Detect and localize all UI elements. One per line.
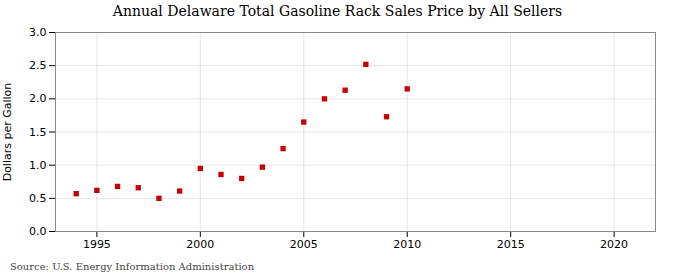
svg-text:0.5: 0.5	[29, 192, 47, 205]
svg-text:1.5: 1.5	[29, 126, 47, 139]
svg-text:2000: 2000	[186, 238, 214, 251]
svg-text:2.0: 2.0	[29, 92, 47, 105]
html-text:Annual Delaware Total Gasoline: Annual Delaware Total Gasoline Rack Sale…	[112, 3, 563, 19]
svg-text:Dollars per Gallon: Dollars per Gallon	[1, 83, 14, 182]
svg-text:1995: 1995	[83, 238, 111, 251]
svg-text:1.0: 1.0	[29, 159, 47, 172]
svg-text:0.0: 0.0	[29, 225, 47, 238]
html-text:Source: U.S. Energy Informatio: Source: U.S. Energy Information Administ…	[10, 261, 255, 272]
svg-text:2.5: 2.5	[29, 59, 47, 72]
svg-text:3.0: 3.0	[29, 26, 47, 39]
svg-text:2010: 2010	[393, 238, 421, 251]
svg-text:2015: 2015	[497, 238, 525, 251]
svg-text:2020: 2020	[600, 238, 628, 251]
svg-text:2005: 2005	[290, 238, 318, 251]
